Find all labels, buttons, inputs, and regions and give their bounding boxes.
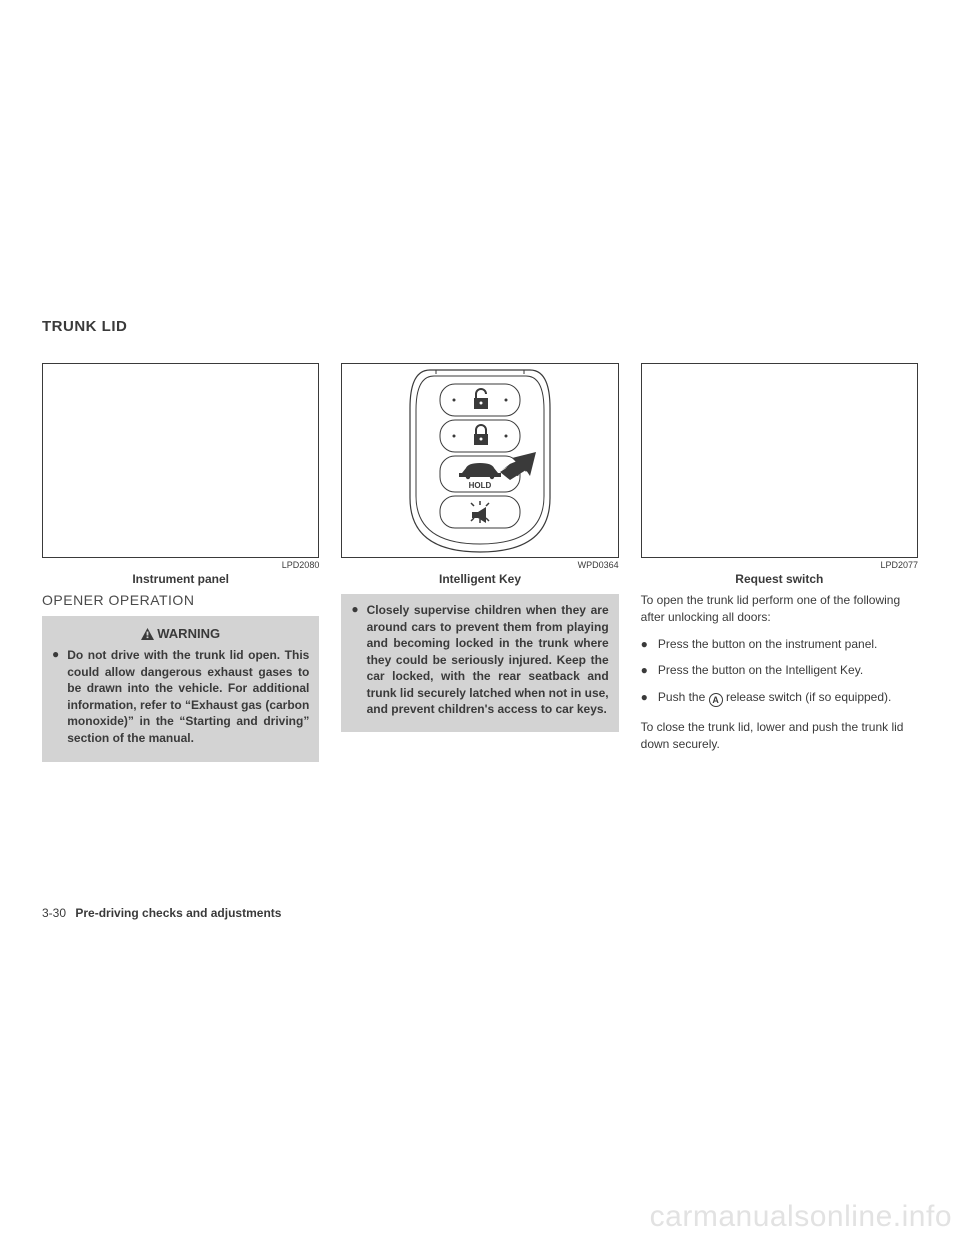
section-title: TRUNK LID [42,318,918,335]
bullet-dot-icon: ● [641,636,648,653]
warning-bullet: ● Do not drive with the trunk lid open. … [52,647,309,746]
warning-box: ● Closely supervise children when they a… [341,594,618,732]
figure-caption: Request switch [641,572,918,586]
column-3: LPD2077 Request switch To open the trunk… [641,363,918,762]
page-number: 3-30 [42,906,66,920]
list-text: Press the button on the instrument panel… [658,636,877,653]
column-2: HOLD [341,363,618,762]
list-text: Push the A release switch (if so equippe… [658,689,891,707]
bullet-dot-icon: ● [641,689,648,707]
figure-request-switch [641,363,918,558]
column-1: LPD2080 Instrument panel OPENER OPERATIO… [42,363,319,762]
warning-header: WARNING [52,626,309,641]
figure-code: LPD2077 [641,560,918,570]
circled-a-icon: A [709,693,723,707]
list-item: ● Push the A release switch (if so equip… [641,689,918,707]
list-item: ● Press the button on the instrument pan… [641,636,918,653]
figure-caption: Intelligent Key [341,572,618,586]
watermark: carmanualsonline.info [650,1200,952,1234]
list-text: Press the button on the Intelligent Key. [658,662,863,679]
content-columns: LPD2080 Instrument panel OPENER OPERATIO… [42,363,918,762]
page-footer: 3-30 Pre-driving checks and adjustments [42,906,281,920]
intelligent-key-illustration: HOLD [400,368,560,554]
bullet-dot-icon: ● [52,647,59,746]
bullet-dot-icon: ● [351,602,358,718]
panic-horn-icon [471,501,489,523]
unlock-icon [474,389,488,409]
car-trunk-icon [459,463,501,479]
figure-code: WPD0364 [341,560,618,570]
figure-intelligent-key: HOLD [341,363,618,558]
footer-section: Pre-driving checks and adjustments [75,906,281,920]
close-text: To close the trunk lid, lower and push t… [641,719,918,753]
figure-caption: Instrument panel [42,572,319,586]
list-item: ● Press the button on the Intelligent Ke… [641,662,918,679]
bullet-dot-icon: ● [641,662,648,679]
hold-label: HOLD [469,481,492,490]
figure-instrument-panel [42,363,319,558]
figure-code: LPD2080 [42,560,319,570]
lock-icon [474,425,488,445]
warning-triangle-icon [141,628,154,640]
warning-box: WARNING ● Do not drive with the trunk li… [42,616,319,762]
warning-text: Closely supervise children when they are… [367,602,609,718]
warning-text: Do not drive with the trunk lid open. Th… [67,647,309,746]
intro-text: To open the trunk lid perform one of the… [641,592,918,626]
warning-bullet: ● Closely supervise children when they a… [351,602,608,718]
subhead-opener-operation: OPENER OPERATION [42,592,319,608]
warning-label: WARNING [157,626,220,641]
